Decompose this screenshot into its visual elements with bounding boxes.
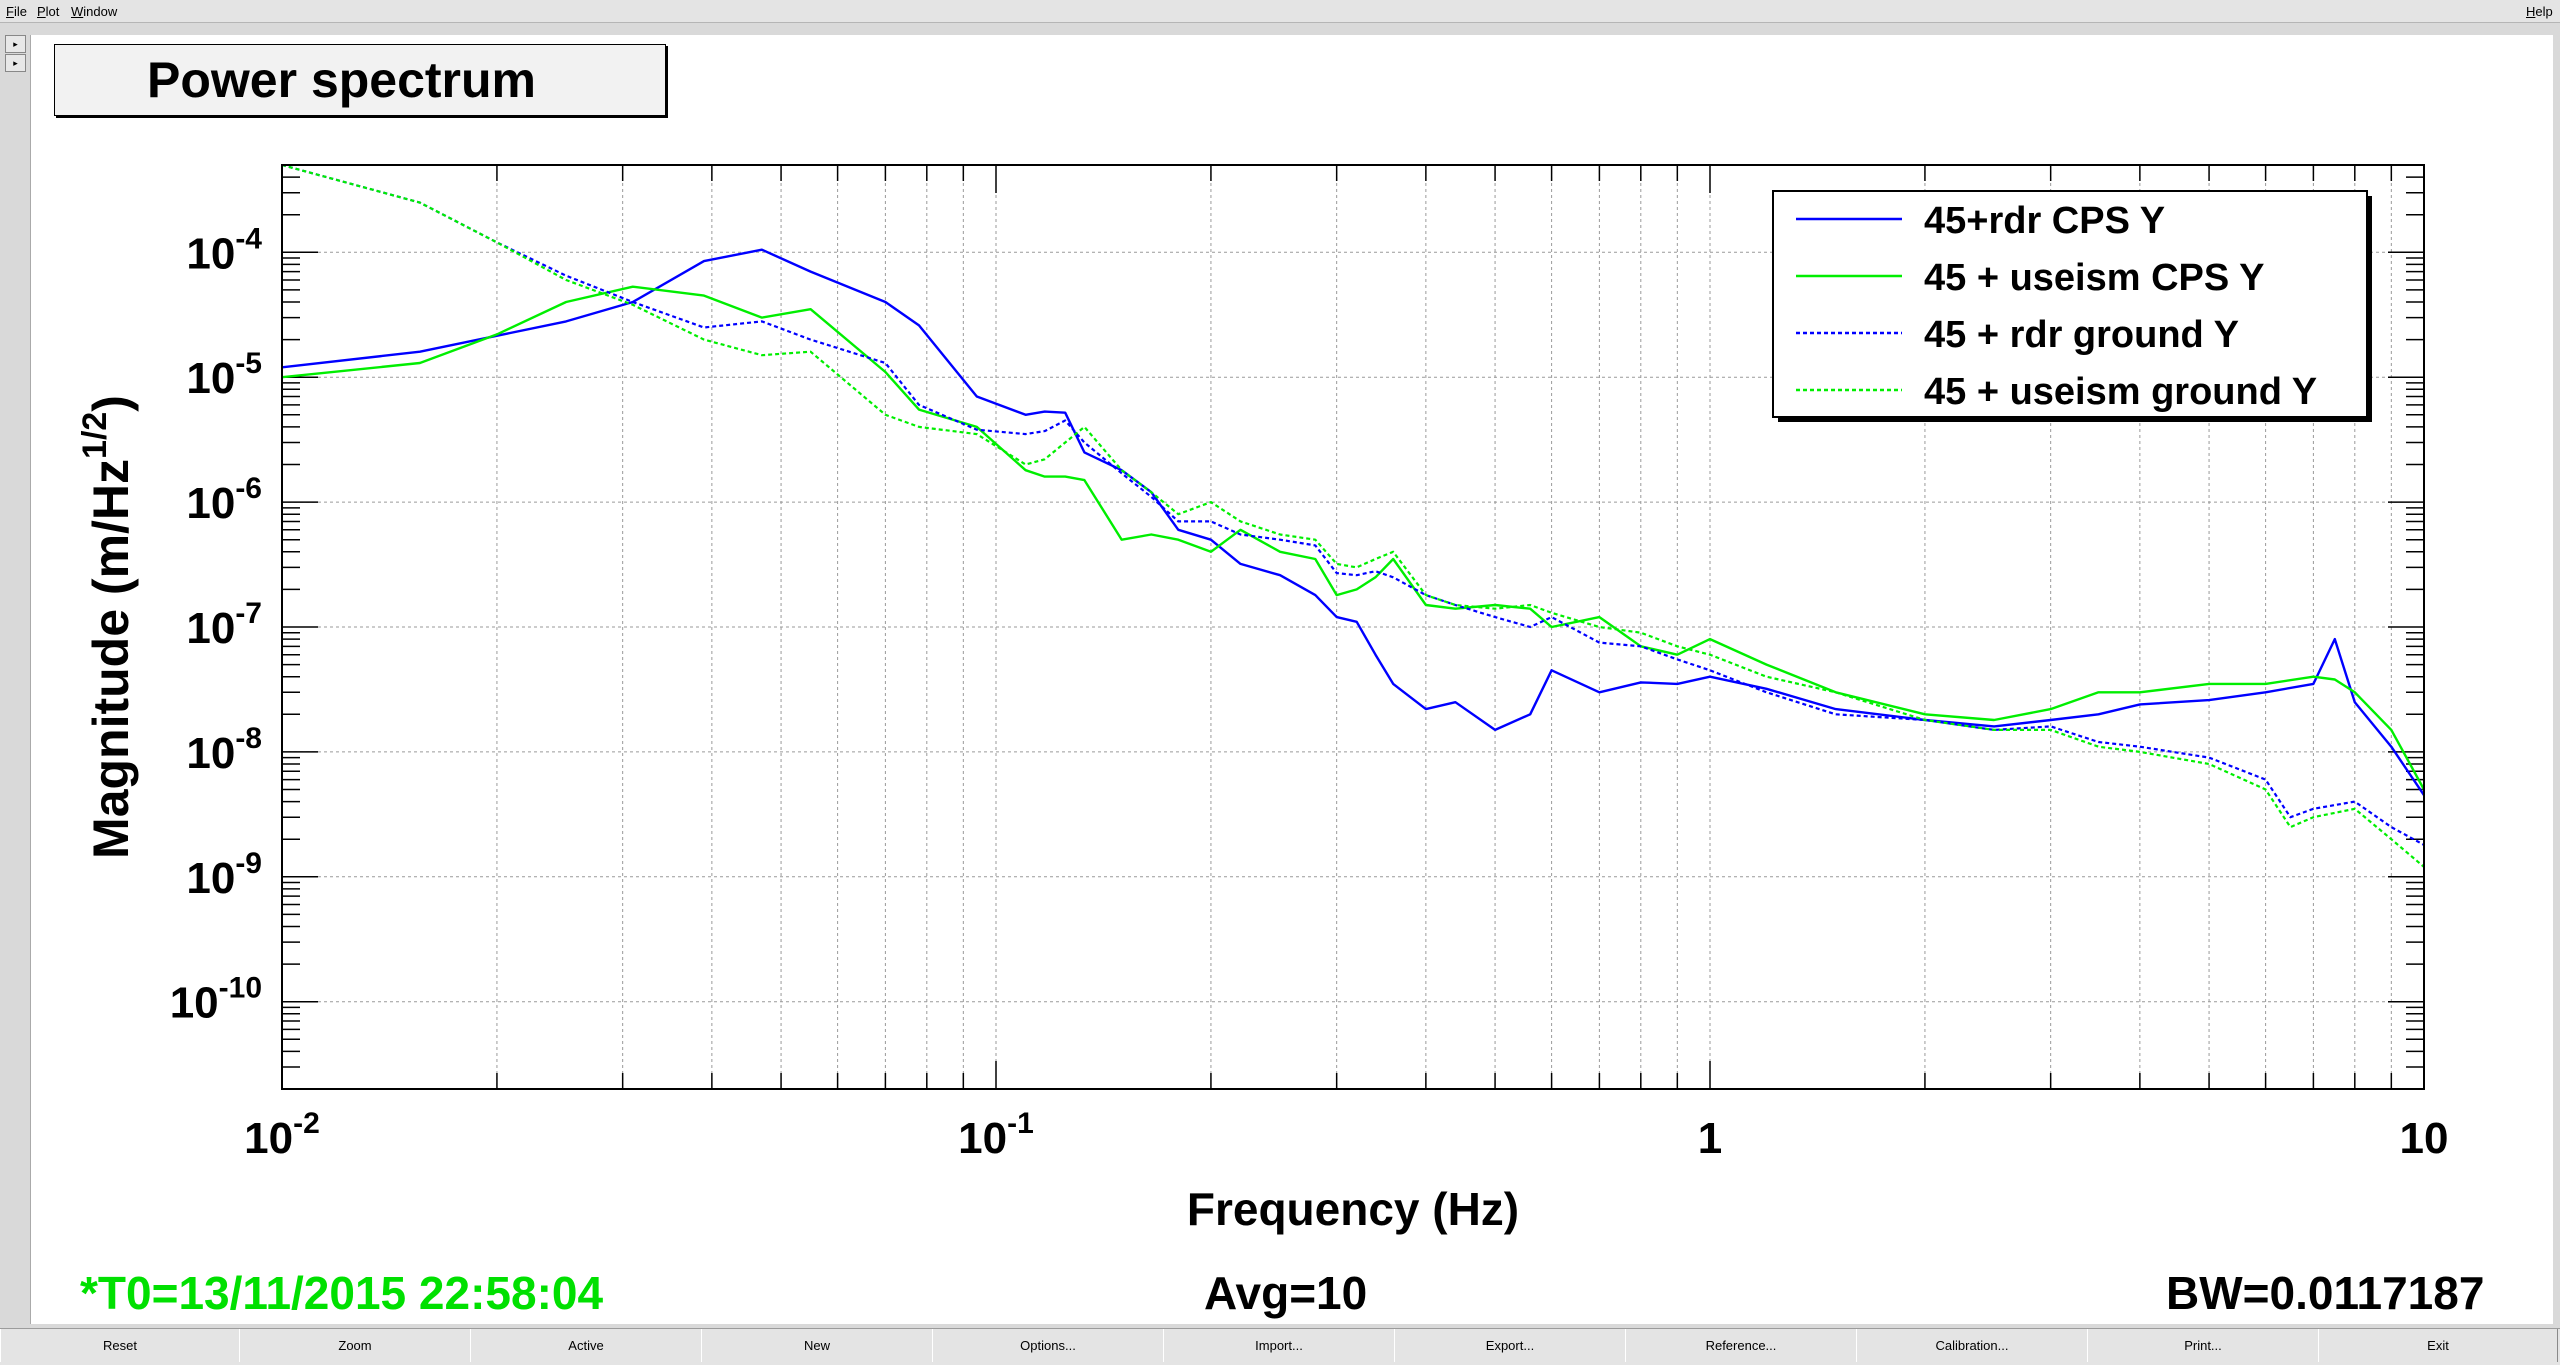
x-tick-label: 10-2: [244, 1107, 320, 1163]
x-axis-label: Frequency (Hz): [1187, 1183, 1519, 1235]
plot-title: Power spectrum: [54, 44, 666, 116]
y-tick-label: 10-7: [186, 597, 262, 653]
y-tick-label: 10-6: [186, 472, 262, 528]
legend-label: 45 + useism ground Y: [1924, 371, 2317, 413]
options-button[interactable]: Options...: [932, 1329, 1164, 1362]
exit-button[interactable]: Exit: [2318, 1329, 2558, 1362]
y-tick-label: 10-5: [186, 347, 262, 403]
active-button[interactable]: Active: [470, 1329, 702, 1362]
spectrum-chart[interactable]: 10-2 10-1 1 10 10-4 10-5 10-6 10-7 10-8 10-9 10-10…: [0, 0, 2560, 1330]
x-tick-label: 10-1: [958, 1107, 1034, 1163]
legend-label: 45+rdr CPS Y: [1924, 200, 2165, 242]
calibration-button[interactable]: Calibration...: [1856, 1329, 2088, 1362]
y-tick-label: 10-8: [186, 722, 262, 778]
import-button[interactable]: Import...: [1163, 1329, 1395, 1362]
button-bar: Reset Zoom Active New Options... Import.…: [0, 1328, 2560, 1365]
legend: 45+rdr CPS Y 45 + useism CPS Y 45 + rdr gr…: [1773, 191, 2372, 422]
reference-button[interactable]: Reference...: [1625, 1329, 1857, 1362]
y-axis-label: Magnitude (m/Hz1/2): [76, 395, 139, 859]
legend-label: 45 + rdr ground Y: [1924, 314, 2239, 356]
t0-label: *T0=13/11/2015 22:58:04: [80, 1266, 603, 1320]
bw-label: BW=0.0117187: [2166, 1266, 2484, 1320]
print-button[interactable]: Print...: [2087, 1329, 2319, 1362]
x-tick-label: 10: [2400, 1114, 2449, 1163]
zoom-button[interactable]: Zoom: [239, 1329, 471, 1362]
avg-label: Avg=10: [1204, 1266, 1367, 1320]
y-tick-label: 10-9: [186, 847, 262, 903]
x-tick-label: 1: [1698, 1114, 1722, 1163]
reset-button[interactable]: Reset: [0, 1329, 240, 1362]
export-button[interactable]: Export...: [1394, 1329, 1626, 1362]
legend-label: 45 + useism CPS Y: [1924, 257, 2264, 299]
new-button[interactable]: New: [701, 1329, 933, 1362]
y-tick-label: 10-4: [186, 222, 262, 278]
y-tick-label: 10-10: [170, 972, 262, 1028]
